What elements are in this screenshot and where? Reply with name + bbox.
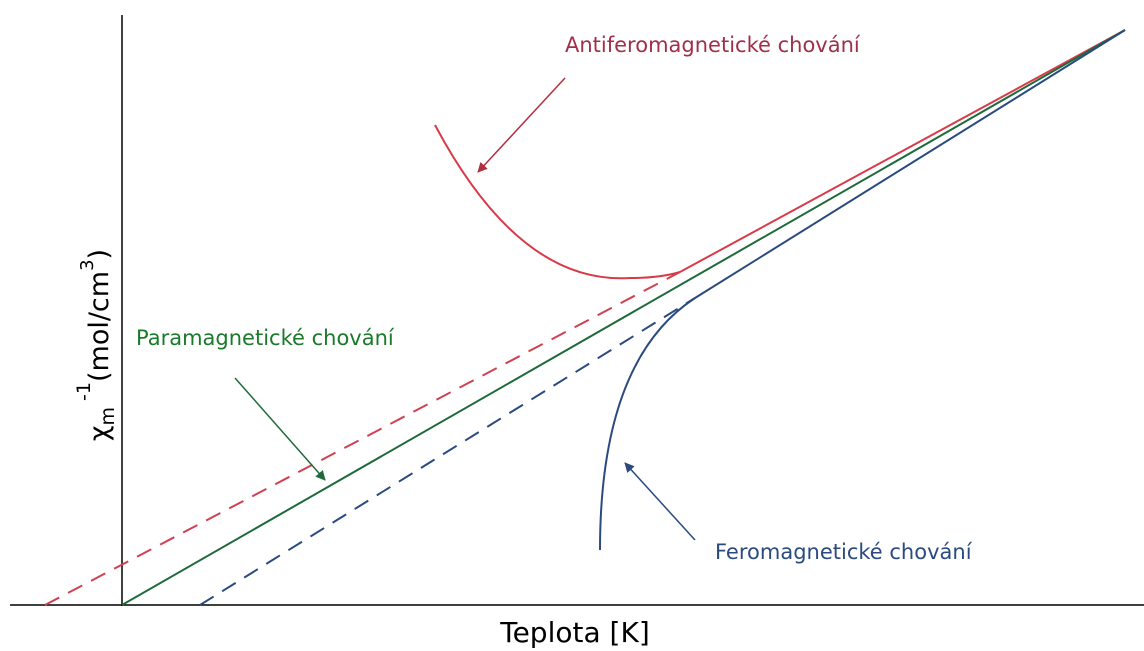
unit: (mol/cm [84,271,115,382]
arrow [234,377,326,481]
subscript: m [97,407,119,426]
y-axis-label: χm-1(mol/cm3) [73,249,119,441]
arrow [624,462,696,541]
x-axis-label: Teplota [K] [499,616,650,649]
antiferro-asymptote [44,271,681,606]
ferro-asymptote [199,297,696,606]
ferro-curve [599,29,1126,551]
para-line [121,29,1126,606]
antiferro-curve [434,29,1126,280]
symbol: χ [84,425,115,441]
label: Paramagnetické chování [136,326,395,350]
close: ) [84,249,115,260]
unit-exponent: 3 [77,259,98,270]
arrow [477,77,566,173]
label: Antiferomagnetické chování [565,33,861,57]
exponent: -1 [73,382,95,401]
label: Feromagnetické chování [715,540,973,564]
